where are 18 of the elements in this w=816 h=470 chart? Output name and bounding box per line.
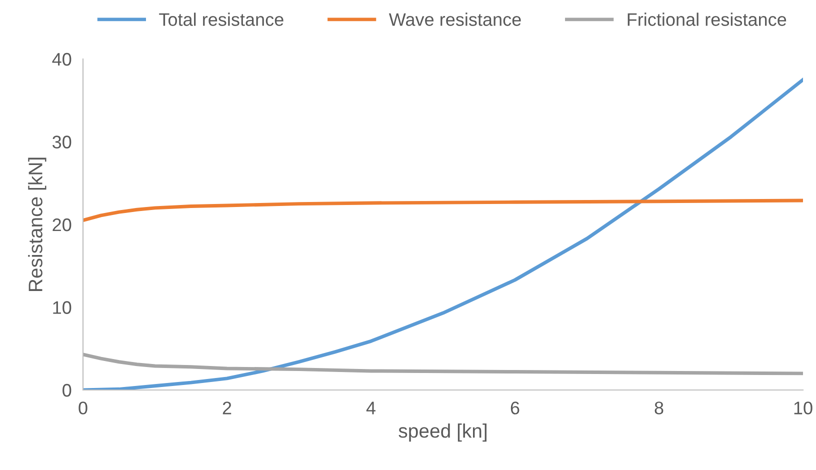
x-tick-label: 8 (654, 402, 664, 414)
legend-label: Frictional resistance (628, 12, 786, 26)
legend-label: Wave resistance (388, 12, 521, 26)
line-series (83, 352, 803, 376)
x-tick-label: 0 (78, 402, 88, 414)
x-tick-label: 10 (794, 402, 812, 414)
x-axis-title: speed [kn] (398, 424, 486, 442)
y-axis-title: Resistance [kN] (28, 158, 46, 291)
y-tick-label: 30 (52, 136, 72, 148)
line-series (83, 198, 803, 222)
y-tick-label: 40 (52, 52, 72, 66)
x-tick-label: 2 (222, 402, 232, 414)
y-tick-label: 0 (62, 384, 72, 397)
y-tick-label: 10 (53, 301, 72, 314)
legend-label: Total resistance (159, 12, 284, 26)
y-tick-label: 20 (52, 218, 72, 232)
x-tick-label: 4 (366, 402, 376, 414)
x-tick-label: 6 (510, 402, 520, 414)
